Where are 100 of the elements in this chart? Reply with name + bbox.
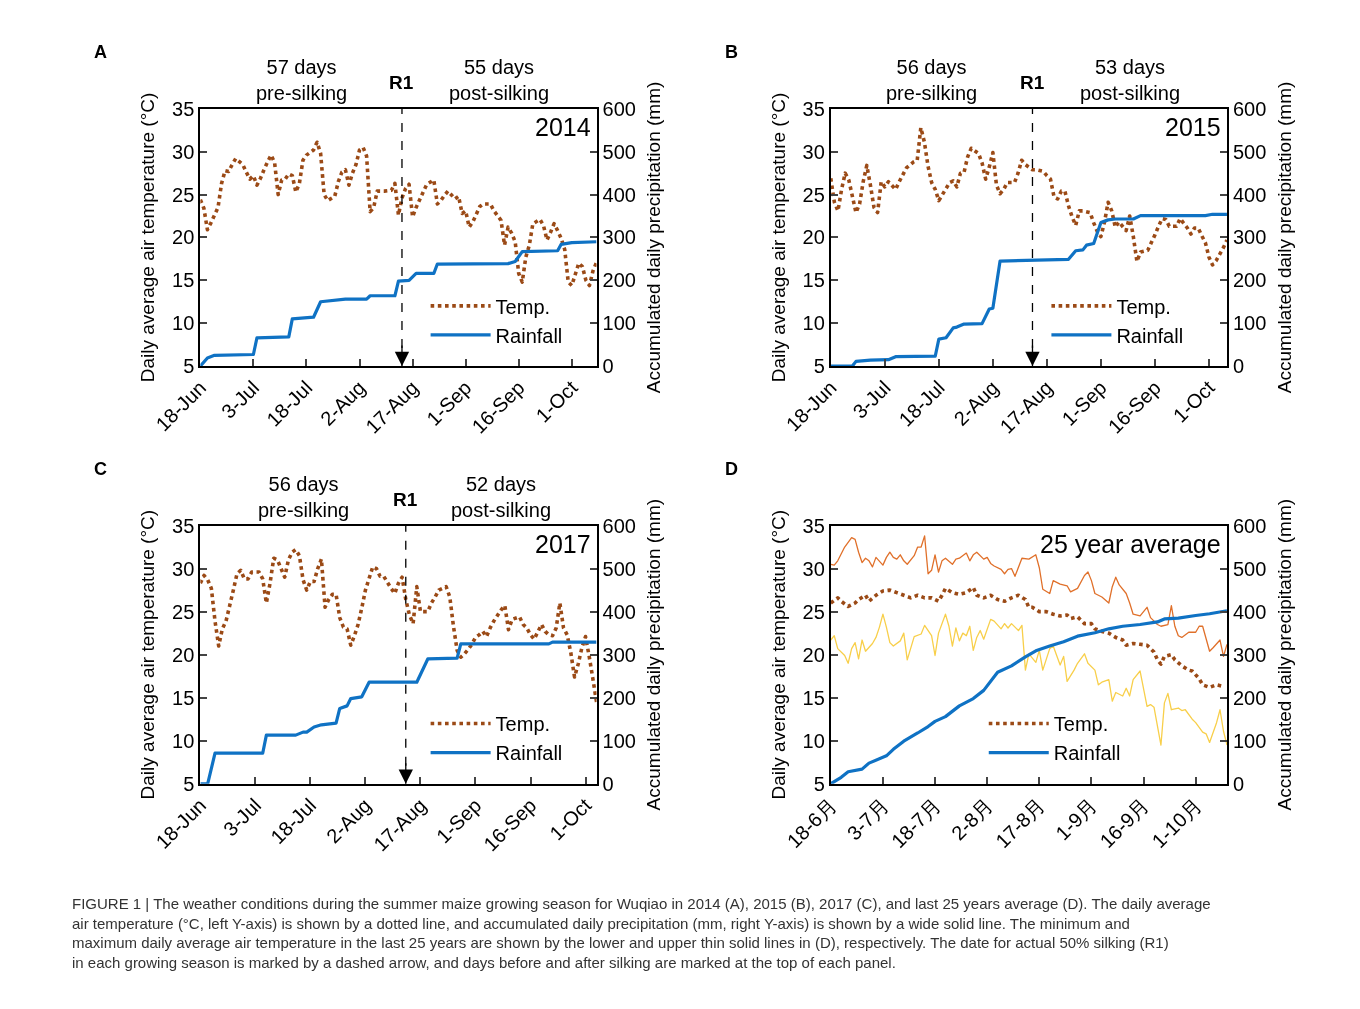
ref-line-label: R1 <box>393 489 418 510</box>
ref-line-label: R1 <box>1020 72 1045 93</box>
y2-tick-label: 600 <box>1232 97 1267 120</box>
y-tick-label: 5 <box>183 355 195 378</box>
y-axis-title: Daily average air temperature (°C) <box>767 509 789 800</box>
y-axis-title: Daily average air temperature (°C) <box>767 92 789 383</box>
y2-tick-label: 300 <box>1232 643 1267 666</box>
y2-tick-label: 500 <box>1232 140 1267 163</box>
y2-tick-label: 600 <box>602 97 636 120</box>
chart-title: C <box>94 459 107 479</box>
y-tick-label: 30 <box>172 557 195 580</box>
y2-tick-label: 100 <box>602 312 636 335</box>
legend-label: Rainfall <box>495 324 563 347</box>
y2-tick-label: 500 <box>602 557 636 580</box>
y2-tick-label: 400 <box>602 600 636 623</box>
y-tick-label: 20 <box>802 226 825 249</box>
y-tick-label: 10 <box>172 312 195 335</box>
y2-tick-label: 200 <box>602 686 636 709</box>
y2-axis-title: Accumulated daily precipitation (mm) <box>1273 498 1295 811</box>
text: 56 days pre-silking <box>886 56 978 104</box>
legend-label: Temp. <box>1053 713 1109 736</box>
line-series <box>200 640 597 784</box>
x-tick-label: 1-9月 <box>1051 794 1102 845</box>
y-axis-title: Daily average air temperature (°C) <box>137 509 159 800</box>
line-series <box>830 535 1227 658</box>
y2-tick-label: 500 <box>1232 557 1267 580</box>
y2-tick-label: 200 <box>1232 686 1267 709</box>
legend-label: Temp. <box>1116 295 1171 318</box>
y2-tick-label: 0 <box>1232 355 1245 378</box>
y-tick-label: 30 <box>172 140 195 163</box>
y-axis-title: Daily average air temperature (°C) <box>137 92 159 383</box>
y-tick-label: 10 <box>802 729 825 752</box>
caption: FIGURE 1 | The weather conditions during the summer maize growing season for Wuqiao in 2014 (A), 2015 (B), 2017 (C), and last 25 years average (D). The daily average air temperature (°C, left Y-axis) is shown by a dotted line, and accumulated daily precipitation (mm, right Y-axis) is shown by a wide solid line. The minimum and maximum daily average air temperature in the last 25 years are shown by the lower and upper thin solid lines in (D), respectively. The date for actual 50% silking (R1) in each growing season is marked by a dashed arrow, and days before and after silking are marked at the top of each panel. <box>72 895 1211 971</box>
y-tick-label: 10 <box>172 729 195 752</box>
y2-axis-title: Accumulated daily precipitation (mm) <box>1273 81 1295 394</box>
line-series <box>830 613 1227 746</box>
y-tick-label: 25 <box>172 183 195 206</box>
y-tick-label: 35 <box>802 97 825 120</box>
y2-tick-label: 100 <box>1232 312 1267 335</box>
y-tick-label: 5 <box>813 355 825 378</box>
y-tick-label: 25 <box>802 183 825 206</box>
text: 53 days post-silking <box>1080 56 1181 104</box>
y2-tick-label: 600 <box>602 514 636 537</box>
line-series <box>200 140 597 288</box>
y-tick-label: 35 <box>172 514 195 537</box>
y2-tick-label: 400 <box>602 183 636 206</box>
text: 52 days post-silking <box>451 473 552 521</box>
y2-tick-label: 500 <box>602 140 636 163</box>
y2-tick-label: 0 <box>1232 772 1245 795</box>
line-series <box>830 212 1227 367</box>
chart-subtitle: 2017 <box>535 530 591 558</box>
y-tick-label: 20 <box>172 643 195 666</box>
y2-tick-label: 600 <box>1232 514 1267 537</box>
chart-title: D <box>725 459 738 479</box>
legend-label: Rainfall <box>1116 324 1184 347</box>
y-tick-label: 30 <box>802 557 825 580</box>
y2-tick-label: 400 <box>1232 600 1267 623</box>
y2-tick-label: 100 <box>1232 729 1267 752</box>
y-tick-label: 30 <box>802 140 825 163</box>
text: 56 days pre-silking <box>258 473 350 521</box>
legend-label: Rainfall <box>495 742 563 765</box>
x-tick-label: 3-7月 <box>842 794 893 845</box>
chart-title: A <box>94 42 107 62</box>
y2-tick-label: 0 <box>602 772 614 795</box>
x-tick-label: 2-8月 <box>946 794 998 845</box>
y-tick-label: 10 <box>802 312 825 335</box>
legend-label: Temp. <box>495 295 551 318</box>
line-series <box>830 609 1227 784</box>
y-tick-label: 35 <box>802 514 825 537</box>
text: 55 days post-silking <box>449 56 550 104</box>
line-series <box>200 240 597 367</box>
legend-label: Rainfall <box>1053 742 1121 765</box>
y-tick-label: 15 <box>802 686 825 709</box>
y-tick-label: 25 <box>802 600 825 623</box>
y-tick-label: 5 <box>813 772 825 795</box>
y-tick-label: 20 <box>802 643 825 666</box>
y-tick-label: 35 <box>172 97 195 120</box>
chart-subtitle: 2015 <box>1165 113 1221 141</box>
legend-label: Temp. <box>495 713 551 736</box>
y-tick-label: 20 <box>172 226 195 249</box>
y2-tick-label: 100 <box>602 729 636 752</box>
y2-tick-label: 300 <box>602 643 636 666</box>
text: 57 days pre-silking <box>256 56 348 104</box>
y-tick-label: 5 <box>183 772 195 795</box>
chart-subtitle: 2014 <box>535 113 591 141</box>
y-tick-label: 15 <box>802 269 825 292</box>
y-tick-label: 15 <box>172 686 195 709</box>
chart-title: B <box>725 42 738 62</box>
y2-axis-title: Accumulated daily precipitation (mm) <box>643 81 665 394</box>
y2-tick-label: 300 <box>602 226 636 249</box>
y2-axis-title: Accumulated daily precipitation (mm) <box>643 498 665 811</box>
ref-line-label: R1 <box>389 72 414 93</box>
y2-tick-label: 200 <box>602 269 636 292</box>
y2-tick-label: 200 <box>1232 269 1267 292</box>
y2-tick-label: 0 <box>602 355 614 378</box>
chart-subtitle: 25 year average <box>1040 530 1221 558</box>
y2-tick-label: 300 <box>1232 226 1267 249</box>
y2-tick-label: 400 <box>1232 183 1267 206</box>
y-tick-label: 25 <box>172 600 195 623</box>
y-tick-label: 15 <box>172 269 195 292</box>
